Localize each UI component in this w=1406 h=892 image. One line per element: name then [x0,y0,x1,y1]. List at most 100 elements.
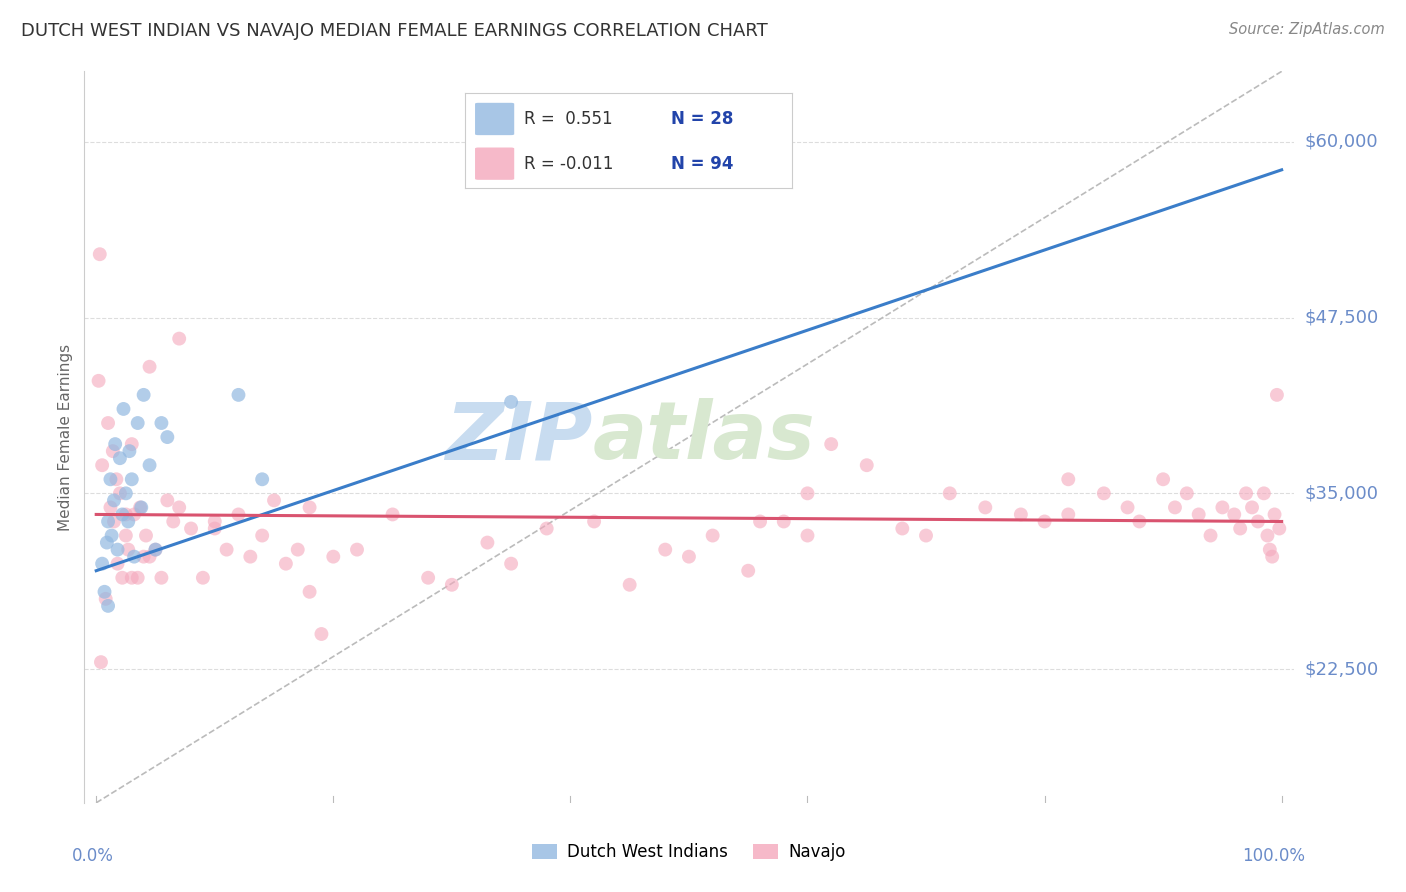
Point [891,521,914,535]
Point [501,557,523,571]
Point [1164,500,1187,515]
Point [1152,472,1174,486]
Point [796,528,818,542]
Point [111,571,134,585]
Point [117,515,139,529]
Point [1199,528,1222,542]
Point [1128,515,1150,529]
Point [619,578,641,592]
Point [974,500,997,515]
Point [122,549,145,564]
Point [322,549,344,564]
Point [298,500,321,515]
Point [111,508,134,522]
Point [87,374,110,388]
Point [1256,528,1278,542]
Y-axis label: Median Female Earnings: Median Female Earnings [58,343,73,531]
Point [239,549,262,564]
Point [1188,508,1211,522]
Point [117,542,139,557]
Point [1261,549,1284,564]
Point [115,486,138,500]
Point [180,521,202,535]
Point [1265,388,1288,402]
Point [228,508,250,522]
Point [772,515,794,529]
Text: atlas: atlas [592,398,815,476]
Point [91,458,114,473]
Point [121,571,143,585]
Point [915,528,938,542]
Point [94,591,117,606]
Point [477,535,499,549]
Point [105,472,128,486]
Point [501,395,523,409]
Point [145,542,167,557]
Point [311,627,333,641]
Point [150,416,173,430]
Point [104,437,127,451]
Point [103,515,125,529]
Point [274,557,297,571]
Text: 0.0%: 0.0% [72,847,114,864]
Point [91,557,114,571]
Point [1258,542,1281,557]
Point [1033,515,1056,529]
Point [145,542,167,557]
Point [108,451,131,466]
Point [156,430,179,444]
Point [138,359,160,374]
Point [215,542,238,557]
Point [440,578,463,592]
Point [127,571,149,585]
Text: $60,000: $60,000 [1305,133,1378,151]
Point [250,528,273,542]
Point [118,444,141,458]
Point [167,500,190,515]
Point [855,458,877,473]
Text: 100.0%: 100.0% [1243,847,1306,864]
Point [1010,508,1032,522]
Point [536,521,558,535]
Point [1234,486,1257,500]
Point [418,571,440,585]
Point [97,416,120,430]
Point [1057,472,1080,486]
Point [263,493,285,508]
Point [101,444,124,458]
Point [204,515,226,529]
Point [138,549,160,564]
Text: ZIP: ZIP [444,398,592,476]
Text: $22,500: $22,500 [1305,660,1379,678]
Point [112,401,135,416]
Point [1211,500,1233,515]
Point [96,535,118,549]
Point [108,486,131,500]
Point [93,584,115,599]
Point [121,437,143,451]
Point [121,472,143,486]
Point [129,500,152,515]
Point [132,549,155,564]
Point [100,500,122,515]
Point [737,564,759,578]
Point [107,557,129,571]
Point [162,515,184,529]
Point [1247,515,1270,529]
Point [129,500,152,515]
Point [1092,486,1115,500]
Point [749,515,772,529]
Point [820,437,842,451]
Point [100,528,122,542]
Point [1057,508,1080,522]
Point [115,508,138,522]
Point [122,508,145,522]
Text: DUTCH WEST INDIAN VS NAVAJO MEDIAN FEMALE EARNINGS CORRELATION CHART: DUTCH WEST INDIAN VS NAVAJO MEDIAN FEMAL… [21,22,768,40]
Point [796,486,818,500]
Point [103,493,125,508]
Point [654,542,676,557]
Point [97,599,120,613]
Point [938,486,960,500]
Point [702,528,724,542]
Point [228,388,250,402]
